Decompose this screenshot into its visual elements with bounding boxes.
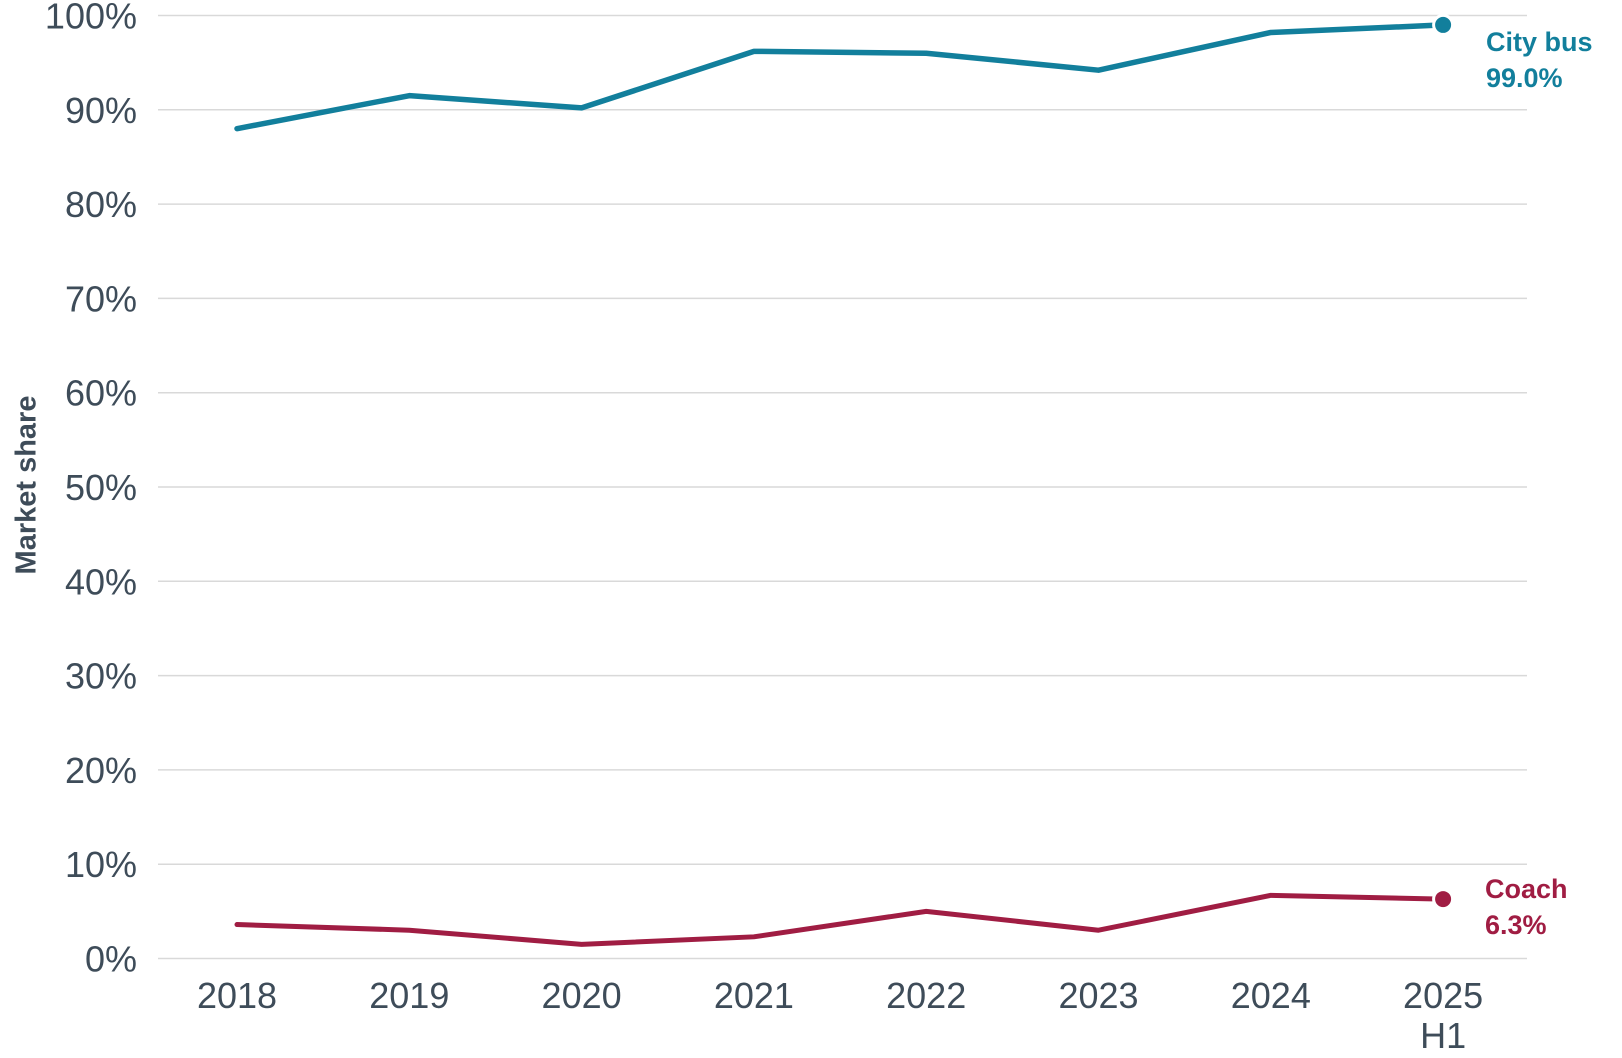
y-axis-tick-label: 10% xyxy=(65,844,137,885)
x-axis-tick-label: 2022 xyxy=(886,975,966,1016)
x-axis-tick-label: 2023 xyxy=(1058,975,1138,1016)
y-axis-tick-label: 30% xyxy=(65,656,137,697)
coach-line xyxy=(234,892,1446,947)
y-axis-tick-label: 70% xyxy=(65,278,137,319)
city-bus-series-value: 99.0% xyxy=(1486,63,1563,93)
x-axis-tick-label: 2025 xyxy=(1403,975,1483,1016)
y-axis-tick-label: 0% xyxy=(85,939,137,980)
y-axis-tick-label: 40% xyxy=(65,561,137,602)
city-bus-endpoint-dot xyxy=(1432,13,1455,36)
x-axis-tick-label: H1 xyxy=(1420,1015,1466,1056)
y-axis-tick-label: 80% xyxy=(65,184,137,225)
x-axis-tick-label: 2020 xyxy=(542,975,622,1016)
y-axis-tick-label: 60% xyxy=(65,373,137,414)
x-axis-tick-label: 2021 xyxy=(714,975,794,1016)
city-bus-series-name: City bus xyxy=(1486,27,1593,57)
y-axis-title: Market share xyxy=(10,395,43,575)
coach-series-value: 6.3% xyxy=(1485,910,1547,940)
city-bus-series-label: City bus 99.0% xyxy=(1486,24,1593,96)
x-axis-tick-label: 2019 xyxy=(369,975,449,1016)
coach-series-label: Coach 6.3% xyxy=(1485,871,1568,943)
x-axis-tick-label: 2024 xyxy=(1231,975,1311,1016)
coach-series-name: Coach xyxy=(1485,874,1568,904)
y-axis-tick-label: 90% xyxy=(65,90,137,131)
city-bus-line xyxy=(234,22,1446,132)
x-axis-tick-label: 2018 xyxy=(197,975,277,1016)
coach-endpoint-dot xyxy=(1432,888,1455,911)
y-axis-tick-label: 100% xyxy=(45,0,137,37)
y-axis-tick-label: 50% xyxy=(65,467,137,508)
y-axis-tick-label: 20% xyxy=(65,750,137,791)
